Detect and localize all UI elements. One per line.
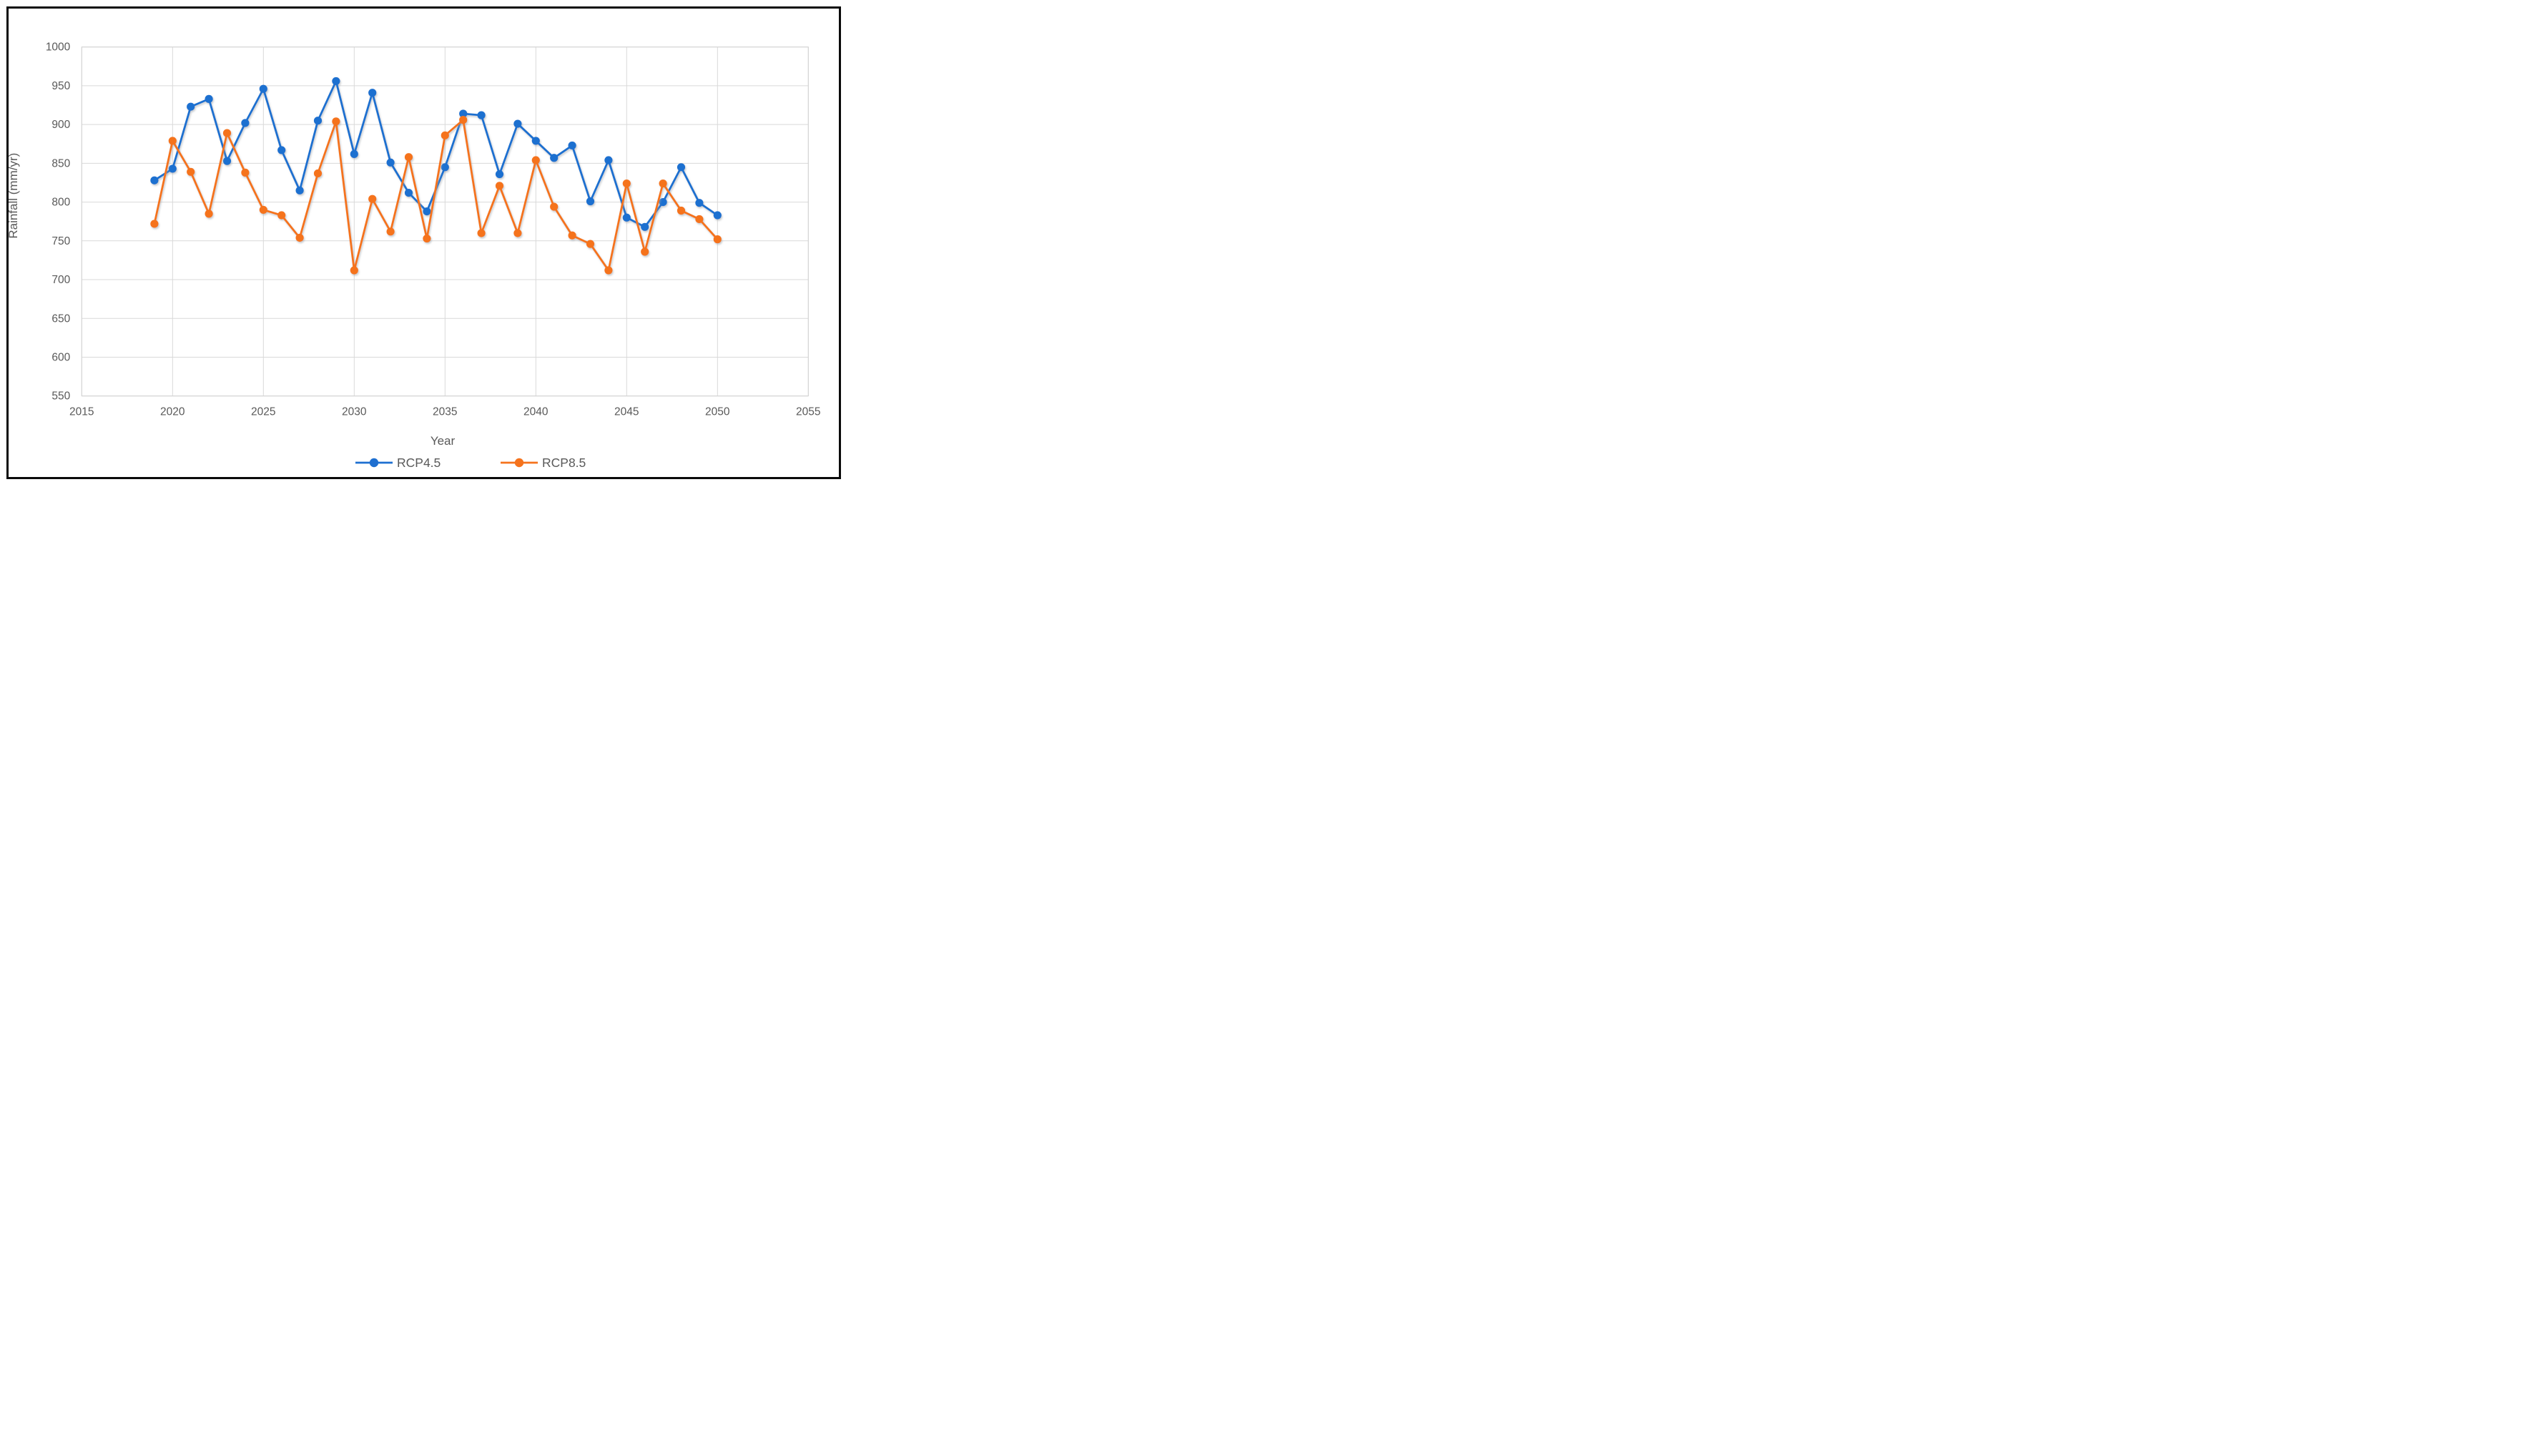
data-point-marker — [695, 215, 704, 224]
data-point-marker — [713, 211, 722, 220]
data-point-marker — [459, 109, 468, 118]
y-tick-label: 550 — [51, 390, 70, 403]
x-axis-title: Year — [431, 434, 456, 448]
y-tick-label: 700 — [51, 274, 70, 286]
data-point-marker — [277, 211, 286, 220]
data-point-marker — [659, 197, 667, 207]
data-point-marker — [150, 220, 159, 228]
data-point-marker — [568, 141, 576, 150]
y-tick-label: 750 — [51, 235, 70, 247]
data-point-marker — [332, 77, 340, 86]
data-point-marker — [641, 247, 649, 256]
x-tick-label: 2055 — [796, 406, 820, 418]
data-point-marker — [350, 149, 358, 158]
data-point-marker — [205, 94, 213, 103]
x-tick-label: 2025 — [251, 406, 275, 418]
data-point-marker — [477, 111, 486, 119]
data-point-marker — [404, 188, 413, 197]
data-point-marker — [586, 240, 595, 248]
data-point-marker — [241, 168, 250, 177]
data-point-marker — [404, 153, 413, 162]
data-point-marker — [677, 206, 686, 215]
data-point-marker — [187, 167, 195, 176]
data-point-marker — [259, 84, 267, 93]
data-point-marker — [659, 179, 667, 188]
outer-border — [6, 6, 841, 479]
data-point-marker — [495, 169, 504, 179]
data-point-marker — [586, 197, 595, 206]
chart-area: 1000 950 900 850 800 750 700 650 600 550 2015 2020 2… — [0, 0, 847, 486]
legend-marker-swatch — [514, 458, 524, 468]
data-point-marker — [441, 163, 449, 172]
data-point-marker — [313, 117, 323, 125]
legend-label: RCP4.5 — [397, 456, 441, 470]
x-tick-label: 2045 — [614, 406, 639, 418]
data-point-marker — [350, 266, 358, 275]
data-point-marker — [604, 156, 613, 164]
legend-item-rcp8.5: RCP8.5 — [501, 456, 586, 470]
data-point-marker — [368, 195, 377, 203]
data-point-marker — [222, 129, 232, 137]
x-tick-label: 2030 — [342, 406, 367, 418]
data-point-marker — [150, 176, 159, 185]
data-point-marker — [495, 182, 504, 190]
y-tick-label: 650 — [51, 313, 70, 325]
plot-border — [81, 46, 809, 397]
data-point-marker — [604, 266, 613, 275]
data-point-marker — [168, 164, 177, 173]
legend-item-rcp4.5: RCP4.5 — [355, 456, 441, 470]
data-point-marker — [222, 157, 232, 165]
data-point-marker — [641, 222, 649, 231]
data-point-marker — [168, 137, 177, 145]
y-tick-label: 800 — [51, 197, 70, 209]
data-point-marker — [187, 102, 195, 111]
data-point-marker — [677, 163, 686, 172]
data-point-marker — [459, 116, 468, 124]
chart-canvas: 1000 950 900 850 800 750 700 650 600 550 2015 2020 2… — [6, 41, 821, 470]
data-point-marker — [295, 186, 304, 195]
data-point-marker — [277, 146, 286, 154]
data-point-marker — [513, 119, 522, 128]
data-point-marker — [550, 154, 559, 162]
y-axis-title: Rainfall (mm/yr) — [6, 153, 20, 239]
series-rcp8.5 — [150, 116, 722, 275]
x-tick-label: 2020 — [160, 406, 185, 418]
legend-label: RCP8.5 — [542, 456, 586, 470]
x-tick-label: 2035 — [433, 406, 457, 418]
data-point-marker — [441, 131, 449, 139]
data-point-marker — [295, 233, 304, 242]
data-point-marker — [622, 213, 631, 222]
data-point-marker — [423, 207, 431, 216]
data-point-marker — [386, 158, 395, 167]
x-tick-label: 2050 — [705, 406, 730, 418]
y-tick-label: 900 — [51, 119, 70, 131]
data-point-marker — [531, 156, 540, 164]
data-point-marker — [568, 231, 576, 240]
data-point-marker — [259, 205, 267, 215]
data-point-marker — [332, 117, 340, 126]
data-point-marker — [368, 89, 377, 97]
x-tick-label: 2015 — [69, 406, 94, 418]
data-point-marker — [713, 235, 722, 244]
data-point-marker — [386, 227, 395, 236]
y-tick-label: 600 — [51, 351, 70, 363]
series-line — [153, 117, 719, 273]
data-point-marker — [622, 179, 631, 188]
data-point-marker — [477, 229, 486, 237]
y-tick-label: 950 — [51, 80, 70, 92]
data-point-marker — [531, 137, 540, 145]
data-point-marker — [695, 199, 704, 207]
data-point-marker — [241, 119, 250, 127]
y-tick-label: 1000 — [46, 41, 71, 54]
data-point-marker — [313, 169, 323, 178]
data-point-marker — [205, 210, 213, 218]
series-rcp4.5 — [150, 77, 722, 231]
screenshot-frame: 1000 950 900 850 800 750 700 650 600 550 2015 2020 2… — [0, 0, 847, 486]
legend-marker-swatch — [369, 458, 379, 468]
data-point-marker — [513, 229, 522, 237]
x-tick-label: 2040 — [523, 406, 549, 418]
data-point-marker — [423, 234, 431, 243]
data-point-marker — [550, 202, 559, 211]
y-tick-label: 850 — [51, 157, 70, 169]
